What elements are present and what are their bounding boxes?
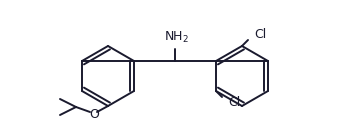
Text: Cl: Cl [228,95,240,109]
Text: Cl: Cl [254,29,266,41]
Text: NH$_2$: NH$_2$ [163,30,189,45]
Text: O: O [89,109,99,121]
